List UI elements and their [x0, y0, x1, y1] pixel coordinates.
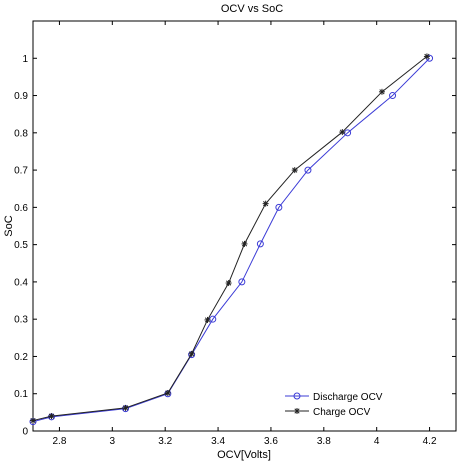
y-tick-label: 0.7	[14, 166, 28, 177]
data-point-discharge-ocv	[209, 315, 217, 323]
x-tick-label: 3	[110, 436, 116, 447]
data-point-discharge-ocv	[304, 166, 312, 174]
series-layer	[29, 53, 434, 426]
data-point-charge-ocv-stroke	[379, 89, 385, 95]
legend-discharge-label: Discharge OCV	[313, 392, 383, 403]
data-point-charge-ocv-stroke	[339, 129, 345, 135]
legend-charge-marker-stroke	[294, 408, 300, 414]
data-point-discharge-ocv	[344, 129, 352, 137]
y-axis-ticks: 0 0.1 0.2 0.3 0.4 0.5 0.6 0.7 0.8 0.9 1	[14, 54, 456, 438]
y-tick-label: 0.5	[14, 240, 28, 251]
y-tick-label: 0.4	[14, 277, 28, 288]
data-point-charge-ocv-stroke	[189, 351, 195, 357]
legend-box	[280, 384, 393, 423]
x-tick-label: 3.4	[211, 436, 225, 447]
y-tick-label: 0.2	[14, 352, 28, 363]
data-point-charge-ocv-stroke	[30, 417, 36, 424]
y-tick-label: 0	[22, 427, 28, 438]
x-tick-label: 3.2	[158, 436, 172, 447]
data-point-charge-ocv	[30, 417, 36, 424]
x-tick-label: 2.8	[52, 436, 66, 447]
x-tick-label: 3.6	[264, 436, 278, 447]
y-tick-label: 0.1	[14, 389, 28, 400]
data-point-charge-ocv	[423, 53, 430, 60]
data-point-charge-ocv	[204, 316, 211, 323]
legend-charge-marker	[294, 408, 300, 414]
data-point-charge-ocv	[164, 389, 171, 396]
series-line-charge-ocv	[32, 56, 428, 422]
data-point-charge-ocv-stroke	[226, 280, 232, 286]
data-point-charge-ocv-stroke	[292, 167, 298, 173]
data-point-charge-ocv-stroke	[241, 241, 248, 247]
data-point-charge-ocv	[291, 167, 298, 174]
data-point-charge-ocv	[48, 413, 55, 420]
series-line-discharge-ocv	[32, 57, 430, 423]
data-point-charge-ocv-stroke	[204, 317, 211, 323]
plot-area	[32, 20, 457, 432]
x-tick-label: 3.8	[317, 436, 331, 447]
data-point-charge-ocv	[339, 129, 346, 136]
data-point-charge-ocv-stroke	[122, 405, 129, 411]
y-tick-label: 0.9	[14, 91, 28, 102]
x-tick-label: 4	[374, 436, 380, 447]
chart-title: OCV vs SoC	[221, 3, 283, 15]
data-point-charge-ocv	[188, 350, 195, 357]
x-axis-label: OCV[Volts]	[217, 449, 271, 461]
data-point-charge-ocv-stroke	[424, 53, 430, 60]
data-point-charge-ocv	[225, 280, 232, 287]
data-point-discharge-ocv	[238, 278, 246, 286]
data-point-charge-ocv-stroke	[263, 201, 269, 207]
data-point-charge-ocv	[262, 200, 269, 207]
data-point-charge-ocv	[122, 404, 129, 411]
data-point-discharge-ocv	[275, 203, 283, 211]
legend: Discharge OCV Charge OCV	[280, 384, 393, 423]
legend-charge-label: Charge OCV	[313, 407, 371, 418]
data-point-discharge-ocv	[256, 240, 264, 248]
data-point-discharge-ocv	[389, 92, 397, 100]
data-point-charge-ocv	[241, 240, 248, 247]
y-tick-label: 0.6	[14, 203, 28, 214]
x-axis-ticks: 2.8 3 3.2 3.4 3.6 3.8 4 4.2	[52, 21, 437, 447]
y-tick-label: 0.3	[14, 315, 28, 326]
y-tick-label: 0.8	[14, 128, 28, 139]
data-point-charge-ocv-stroke	[165, 390, 171, 396]
y-tick-label: 1	[22, 54, 28, 65]
x-tick-label: 4.2	[423, 436, 437, 447]
legend-discharge-marker	[293, 392, 301, 400]
y-axis-label: SoC	[3, 215, 15, 236]
data-point-charge-ocv-stroke	[48, 413, 55, 419]
data-point-charge-ocv	[378, 88, 385, 95]
